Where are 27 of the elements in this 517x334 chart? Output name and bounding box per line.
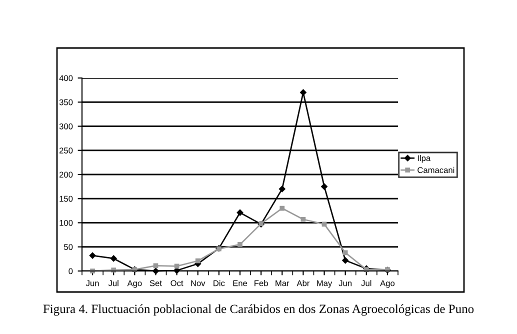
x-tick-label: Feb (254, 280, 268, 286)
x-tick-label: Mar (276, 280, 290, 286)
x-tick-label: Ene (233, 280, 248, 286)
x-tick-label: Set (150, 280, 162, 286)
y-tick-label: 350 (59, 99, 73, 106)
y-tick-label: 50 (64, 244, 73, 250)
legend-label: Camacani (418, 166, 454, 174)
y-tick-label: 100 (60, 220, 73, 226)
x-tick-label: Jun (338, 280, 352, 286)
x-tick-label: May (317, 280, 332, 288)
x-tick-label: Jun (86, 280, 99, 286)
legend-label: Ilpa (418, 155, 431, 163)
x-tick-label: Dic (214, 280, 225, 286)
y-tick-label: 0 (68, 268, 73, 274)
x-tick-label: Ago (380, 280, 395, 288)
y-tick-label: 300 (59, 123, 73, 130)
x-tick-label: Jul (361, 280, 372, 286)
x-tick-label: Nov (191, 280, 206, 286)
x-tick-label: Jul (108, 280, 118, 286)
x-tick-label: Ago (127, 280, 142, 288)
x-tick-label: Oct (170, 280, 184, 286)
text: Figura 4. Fluctuación poblacional de Carábidos en dos Zonas Agroecológicas de Puno (43, 304, 474, 316)
y-tick-label: 400 (59, 75, 73, 82)
x-tick-label: Abr (296, 280, 310, 286)
y-tick-label: 200 (59, 172, 73, 178)
y-tick-label: 250 (59, 148, 73, 154)
y-tick-label: 150 (60, 196, 73, 202)
